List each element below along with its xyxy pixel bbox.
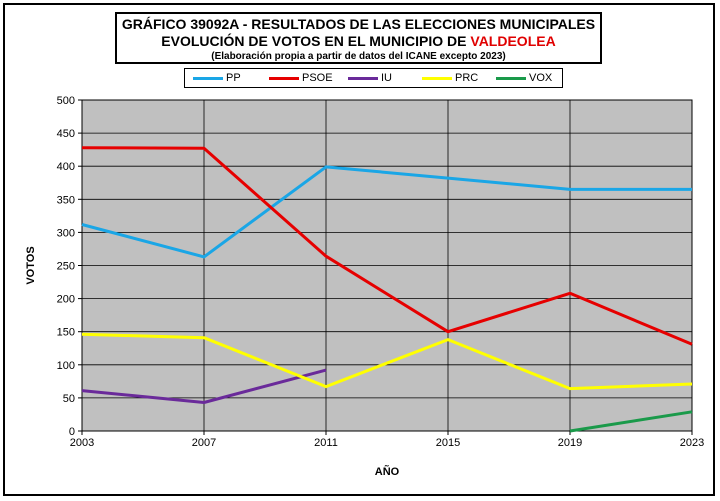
y-tick-label: 500 — [57, 95, 75, 107]
series-line-prc — [81, 332, 693, 391]
series-line-iu — [81, 368, 327, 404]
y-tick-label: 0 — [69, 426, 75, 438]
y-tick-label: 150 — [57, 327, 75, 339]
legend-item-iu: IU — [348, 69, 392, 87]
x-tick-label: 2007 — [192, 437, 216, 449]
legend-swatch — [422, 76, 452, 80]
series-line-vox — [569, 410, 693, 433]
x-tick-label: 2023 — [680, 437, 704, 449]
series-line-psoe — [81, 146, 693, 346]
legend: PP PSOE IU PRC VOX — [184, 68, 563, 88]
chart-title-line2: EVOLUCIÓN DE VOTOS EN EL MUNICIPIO DE VA… — [117, 33, 600, 50]
series-line-pp — [81, 165, 692, 259]
y-tick-label: 300 — [57, 227, 75, 239]
y-tick-label: 200 — [57, 294, 75, 306]
y-tick-label: 400 — [57, 161, 75, 173]
legend-swatch — [496, 76, 526, 80]
chart-subtitle: (Elaboración propia a partir de datos de… — [211, 51, 506, 62]
legend-label: PRC — [455, 72, 479, 84]
legend-item-prc: PRC — [422, 69, 478, 87]
legend-label: PSOE — [302, 72, 333, 84]
y-tick-label: 350 — [57, 194, 75, 206]
x-tick-label: 2019 — [558, 437, 582, 449]
legend-label: VOX — [529, 72, 553, 84]
legend-label: IU — [381, 72, 392, 84]
title-box: GRÁFICO 39092A - RESULTADOS DE LAS ELECC… — [115, 12, 602, 64]
legend-item-pp: PP — [193, 69, 241, 87]
chart-title: GRÁFICO 39092A - RESULTADOS DE LAS ELECC… — [121, 16, 596, 32]
legend-label: PP — [226, 72, 241, 84]
legend-item-psoe: PSOE — [269, 69, 333, 87]
y-axis-title: VOTOS — [25, 246, 37, 284]
x-axis-title: AÑO — [375, 465, 400, 478]
y-tick-label: 100 — [57, 360, 75, 372]
chart-title-line2-text: EVOLUCIÓN DE VOTOS EN EL MUNICIPIO DE — [161, 33, 471, 49]
y-tick-label: 450 — [57, 128, 75, 140]
legend-swatch — [348, 76, 378, 80]
x-tick-label: 2003 — [70, 437, 94, 449]
x-tick-label: 2015 — [436, 437, 460, 449]
y-tick-label: 50 — [63, 393, 75, 405]
legend-item-vox: VOX — [496, 69, 552, 87]
legend-swatch — [269, 76, 299, 80]
y-tick-label: 250 — [57, 261, 75, 273]
municipality-name: VALDEOLEA — [470, 33, 556, 49]
x-tick-label: 2011 — [314, 437, 338, 449]
legend-swatch — [193, 76, 223, 80]
